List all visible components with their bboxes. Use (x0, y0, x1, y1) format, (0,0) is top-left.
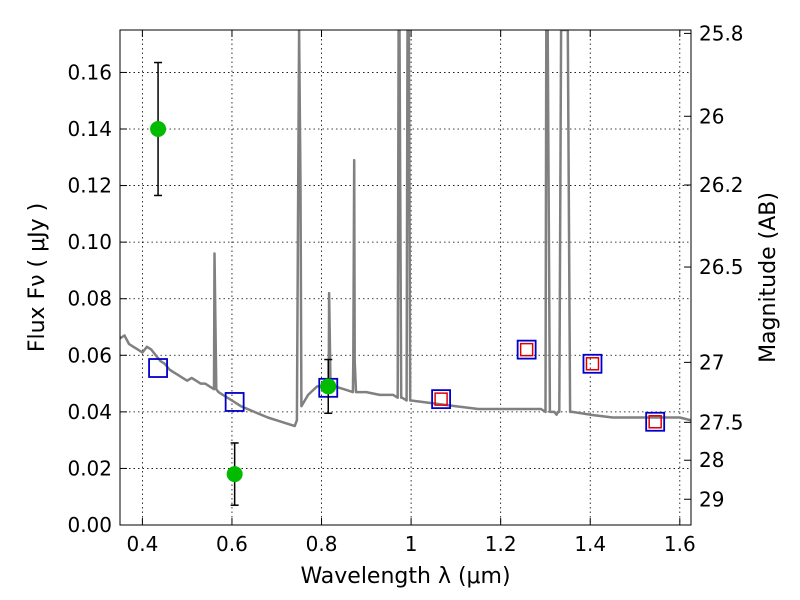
data-point (226, 466, 243, 483)
x-tick-label: 1.2 (485, 532, 517, 556)
model-square-blue (645, 411, 666, 432)
model-square-blue (431, 389, 452, 410)
x-tick-label: 1.4 (574, 532, 606, 556)
right-tick-label: 26.5 (699, 255, 744, 279)
right-tick-label: 25.8 (699, 21, 744, 45)
right-tick-label: 28 (699, 448, 724, 472)
y-tick-label: 0.14 (67, 117, 112, 141)
observed-photometry (150, 61, 337, 506)
x-tick-label: 1.6 (664, 532, 696, 556)
right-tick-label: 26 (699, 104, 724, 128)
data-point (150, 121, 167, 137)
plot-frame (119, 29, 692, 526)
grid (120, 30, 691, 526)
model-square-blue (224, 392, 245, 412)
model-square-blue (582, 353, 603, 374)
y-tick-label: 0.08 (67, 287, 112, 311)
data-point (320, 378, 337, 395)
model-square-red (519, 342, 534, 357)
x-tick-label: 0.6 (216, 532, 248, 556)
y-tick-label: 0.00 (67, 513, 112, 537)
y-axis-label: Flux Fν ( μJy ) (25, 203, 50, 352)
y-tick-label: 0.10 (67, 230, 112, 254)
x-axis-label: Wavelength λ (μm) (300, 564, 510, 589)
model-spectrum (120, 30, 691, 428)
model-square-red (434, 392, 448, 406)
x-tick-label: 0.4 (126, 532, 158, 556)
y-tick-label: 0.02 (67, 456, 112, 480)
right-axis-label: Magnitude (AB) (756, 192, 781, 363)
y-tick-label: 0.04 (67, 400, 112, 424)
y-tick-label: 0.06 (67, 343, 112, 367)
model-square-red (648, 415, 662, 429)
model-square-red (585, 357, 600, 371)
right-tick-label: 27.5 (699, 410, 744, 434)
x-tick-label: 0.8 (306, 532, 338, 556)
right-tick-label: 29 (699, 487, 724, 511)
model-square-blue (148, 358, 168, 378)
spectrum-line (120, 30, 691, 428)
right-tick-label: 27 (699, 350, 724, 374)
x-tick-label: 1 (405, 532, 418, 556)
y-tick-label: 0.16 (67, 60, 112, 84)
model-square-blue (516, 339, 537, 360)
axis-ticks: 0.4 0.6 0.8 1 1.2 1.4 1.6 0.00 0.02 0.04 0.06 0.08 0… (67, 21, 743, 556)
y-tick-label: 0.12 (67, 174, 112, 198)
right-tick-label: 26.2 (699, 173, 744, 197)
